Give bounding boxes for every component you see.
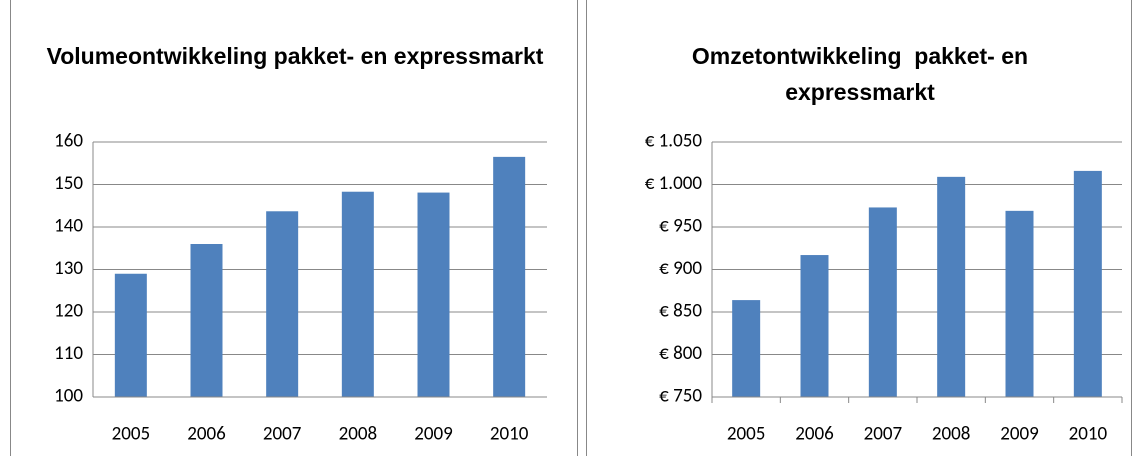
x-tick-label: 2009 xyxy=(414,423,453,446)
y-tick-label: € 950 xyxy=(659,215,702,238)
y-tick-label: 100 xyxy=(54,385,83,408)
bar xyxy=(114,273,147,397)
bar xyxy=(190,244,223,397)
y-tick-label: € 850 xyxy=(659,300,702,323)
x-tick-label: 2008 xyxy=(932,423,971,446)
x-tick-label: 2006 xyxy=(187,423,226,446)
bar xyxy=(732,300,761,397)
chart-title: Volumeontwikkeling pakket- en expressmar… xyxy=(46,43,544,69)
y-tick-label: € 750 xyxy=(659,385,702,408)
y-tick-label: € 1.050 xyxy=(645,130,703,153)
x-tick-label: 2005 xyxy=(727,423,766,446)
bar xyxy=(417,192,450,397)
bar xyxy=(1005,210,1034,397)
x-tick-label: 2007 xyxy=(864,423,903,446)
y-tick-label: € 900 xyxy=(659,257,702,280)
y-tick-label: 160 xyxy=(54,130,83,153)
y-tick-label: € 1.000 xyxy=(645,172,703,195)
bar xyxy=(493,156,526,397)
y-tick-label: € 800 xyxy=(659,342,702,365)
bar xyxy=(1073,170,1102,397)
x-tick-label: 2007 xyxy=(263,423,302,446)
x-tick-label: 2008 xyxy=(339,423,378,446)
y-tick-label: 140 xyxy=(54,215,83,238)
x-tick-label: 2006 xyxy=(795,423,834,446)
y-tick-label: 150 xyxy=(54,172,83,195)
bar xyxy=(868,207,897,397)
x-tick-label: 2009 xyxy=(1000,423,1039,446)
x-tick-label: 2010 xyxy=(1069,423,1108,446)
bar xyxy=(341,191,374,397)
y-tick-label: 130 xyxy=(54,257,83,280)
bar xyxy=(937,176,966,397)
chart-title: Omzetontwikkeling pakket- en expressmark… xyxy=(691,43,1035,105)
panel-border xyxy=(10,0,578,456)
panel-border xyxy=(586,0,1132,456)
y-tick-label: 120 xyxy=(54,300,83,323)
bar xyxy=(800,255,829,397)
x-tick-label: 2010 xyxy=(490,423,529,446)
bar xyxy=(266,211,299,397)
x-tick-label: 2005 xyxy=(112,423,151,446)
y-tick-label: 110 xyxy=(54,342,83,365)
